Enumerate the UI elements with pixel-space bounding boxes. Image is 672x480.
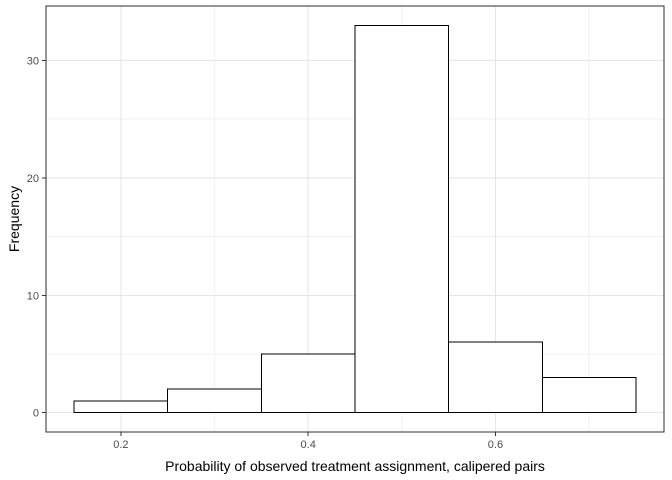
histogram-bar	[541, 376, 637, 414]
y-tick-label: 0	[33, 408, 39, 420]
y-tick-label: 10	[27, 290, 39, 302]
x-tick-label: 0.4	[301, 439, 316, 451]
panel-border	[45, 5, 665, 433]
x-tick-label: 0.2	[113, 439, 128, 451]
y-tick-label: 30	[27, 56, 39, 68]
histogram-bar	[167, 388, 262, 414]
y-tick-label: 20	[27, 173, 39, 185]
histogram-bar	[73, 400, 169, 414]
x-tick-label: 0.6	[488, 439, 503, 451]
histogram-bar	[354, 24, 450, 414]
histogram-bar	[260, 353, 356, 414]
histogram-bar	[448, 341, 543, 414]
